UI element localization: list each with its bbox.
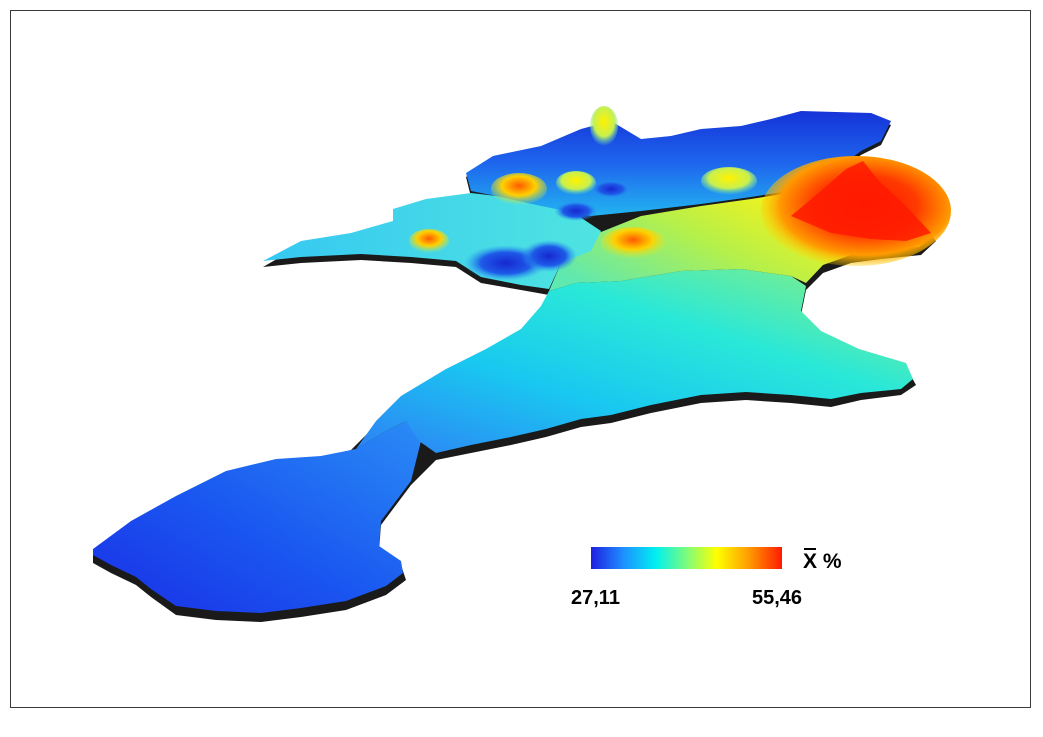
color-legend: X % 27,11 55,46 [571, 547, 861, 617]
peak-center [601, 227, 665, 259]
surface-map [93, 106, 951, 622]
surface-south-lobe [93, 421, 421, 613]
legend-variable-symbol: X [803, 548, 818, 573]
peak-northmost [590, 106, 618, 146]
hotspot-east-peak [791, 161, 931, 241]
legend-max-label: 55,46 [752, 587, 803, 609]
pit-4 [591, 180, 631, 198]
peak-north-2 [701, 167, 757, 195]
peak-north-1 [556, 171, 596, 195]
legend-min-label: 27,11 [571, 587, 620, 609]
peak-west-1 [491, 173, 547, 205]
map-frame: X % 27,11 55,46 [10, 10, 1031, 708]
peak-west-2 [409, 229, 449, 253]
colorbar [591, 547, 782, 569]
pit-2 [521, 240, 577, 272]
legend-unit-label: X % [803, 548, 842, 574]
pit-3 [554, 201, 598, 221]
surface-corridor [356, 269, 913, 453]
legend-unit: % [822, 550, 842, 573]
